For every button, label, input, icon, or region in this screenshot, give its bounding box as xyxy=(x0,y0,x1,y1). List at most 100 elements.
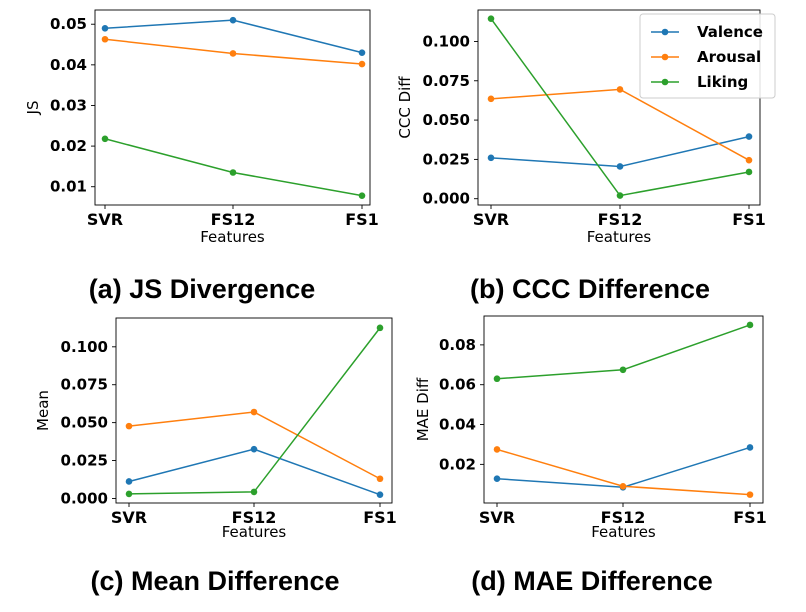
y-tick-label: 0.02 xyxy=(50,137,87,155)
data-point-arousal-svr xyxy=(101,35,109,43)
chart-panel-2: 0.000 0.025 0.050 0.075 0.100 SVR FS12 FS1 Featu… xyxy=(396,9,766,304)
y-tick-label: 0.05 xyxy=(50,15,87,33)
data-point-valence-fs1 xyxy=(746,444,754,451)
data-point-arousal-fs1 xyxy=(746,491,754,498)
x-axis-label: Features xyxy=(587,228,652,246)
x-tick-label: FS1 xyxy=(345,210,379,229)
legend-marker-valence xyxy=(661,28,669,36)
x-tick-label: FS12 xyxy=(598,210,643,229)
data-point-liking-fs12 xyxy=(229,169,237,176)
chart-panel-4: 0.02 0.04 0.06 0.08 SVR FS12 FS1 Features MAE Di… xyxy=(414,315,767,596)
data-point-valence-fs12 xyxy=(250,445,258,453)
data-point-liking-fs1 xyxy=(746,321,754,329)
y-tick-label: 0.000 xyxy=(423,190,470,208)
panel-caption: (d) MAE Difference xyxy=(471,566,713,596)
data-point-valence-svr xyxy=(493,475,501,483)
plot-frame xyxy=(477,9,761,206)
x-tick-label: FS12 xyxy=(601,508,646,527)
data-point-valence-fs1 xyxy=(745,133,753,140)
data-point-arousal-fs12 xyxy=(250,408,258,416)
chart-panel-1: 0.01 0.02 0.03 0.04 0.05 SVR FS12 FS1 Features JS… xyxy=(24,9,379,304)
data-point-arousal-fs12 xyxy=(616,86,624,93)
x-tick-label: FS12 xyxy=(211,210,256,229)
data-point-liking-fs12 xyxy=(616,192,624,199)
y-axis-label: CCC Diff xyxy=(396,76,414,139)
chart-panel-3: 0.000 0.025 0.050 0.075 0.100 SVR FS12 FS1 Featu… xyxy=(34,317,397,596)
data-point-liking-fs1 xyxy=(376,324,384,332)
data-point-arousal-fs1 xyxy=(376,475,384,483)
series-line-arousal xyxy=(128,411,381,480)
data-point-liking-fs1 xyxy=(745,168,753,176)
x-tick-label: SVR xyxy=(479,508,515,527)
series-line-valence xyxy=(490,135,750,168)
data-point-valence-fs1 xyxy=(358,49,366,56)
legend: Valence Arousal Liking xyxy=(639,13,776,99)
panel-caption: (a) JS Divergence xyxy=(89,274,316,304)
legend-marker-liking xyxy=(661,78,669,86)
y-axis-label: Mean xyxy=(34,390,52,431)
plot-frame xyxy=(94,9,371,206)
data-point-valence-fs12 xyxy=(229,16,237,24)
data-point-liking-svr xyxy=(125,490,133,498)
data-point-arousal-fs12 xyxy=(619,482,627,490)
data-point-valence-fs1 xyxy=(376,491,384,498)
data-point-liking-fs1 xyxy=(358,192,366,199)
data-point-liking-svr xyxy=(487,15,495,22)
data-point-arousal-fs1 xyxy=(745,156,753,164)
y-tick-label: 0.000 xyxy=(61,489,108,507)
y-tick-label: 0.075 xyxy=(423,72,470,90)
x-axis-label: Features xyxy=(591,523,656,541)
legend-label-liking: Liking xyxy=(697,73,748,91)
data-point-valence-svr xyxy=(101,24,109,32)
data-point-liking-svr xyxy=(101,135,109,143)
y-tick-label: 0.050 xyxy=(61,414,108,432)
series-line-liking xyxy=(104,138,363,197)
data-point-liking-fs12 xyxy=(619,366,627,374)
legend-box xyxy=(639,13,776,99)
y-tick-label: 0.025 xyxy=(61,452,108,470)
y-tick-label: 0.04 xyxy=(50,56,87,74)
data-point-liking-svr xyxy=(493,375,501,383)
y-axis-label: MAE Diff xyxy=(414,377,432,441)
panel-caption: (c) Mean Difference xyxy=(90,566,339,596)
y-tick-label: 0.050 xyxy=(423,111,470,129)
panel-caption: (b) CCC Difference xyxy=(470,274,710,304)
series-line-valence xyxy=(496,446,751,489)
x-tick-label: FS1 xyxy=(732,210,766,229)
series-line-arousal xyxy=(490,88,750,161)
x-tick-label: SVR xyxy=(473,210,509,229)
y-tick-label: 0.02 xyxy=(439,455,476,473)
legend-label-valence: Valence xyxy=(697,23,763,41)
y-tick-label: 0.06 xyxy=(439,376,476,394)
y-tick-label: 0.100 xyxy=(61,338,108,356)
x-axis-label: Features xyxy=(222,523,287,541)
y-axis-label: JS xyxy=(24,101,42,116)
x-axis-label: Features xyxy=(200,228,265,246)
plot-frame xyxy=(483,315,764,504)
data-point-valence-svr xyxy=(487,154,495,162)
legend-label-arousal: Arousal xyxy=(697,48,761,66)
data-point-valence-fs12 xyxy=(616,163,624,170)
data-point-arousal-svr xyxy=(493,446,501,453)
x-tick-label: SVR xyxy=(87,210,123,229)
data-point-arousal-fs1 xyxy=(358,60,366,68)
data-point-valence-svr xyxy=(125,478,133,485)
series-line-valence xyxy=(104,19,363,54)
x-tick-label: FS12 xyxy=(232,508,277,527)
data-point-liking-fs12 xyxy=(250,488,258,496)
x-tick-label: SVR xyxy=(111,508,147,527)
data-point-arousal-svr xyxy=(487,95,495,103)
x-tick-label: FS1 xyxy=(363,508,397,527)
legend-marker-arousal xyxy=(661,53,669,61)
data-point-arousal-svr xyxy=(125,422,133,430)
y-tick-label: 0.03 xyxy=(50,96,87,114)
data-point-arousal-fs12 xyxy=(229,50,237,57)
y-tick-label: 0.100 xyxy=(423,32,470,50)
y-tick-label: 0.01 xyxy=(50,178,87,196)
y-tick-label: 0.04 xyxy=(439,416,476,434)
y-tick-label: 0.08 xyxy=(439,336,476,354)
x-tick-label: FS1 xyxy=(733,508,767,527)
y-tick-label: 0.025 xyxy=(423,150,470,168)
y-tick-label: 0.075 xyxy=(61,376,108,394)
